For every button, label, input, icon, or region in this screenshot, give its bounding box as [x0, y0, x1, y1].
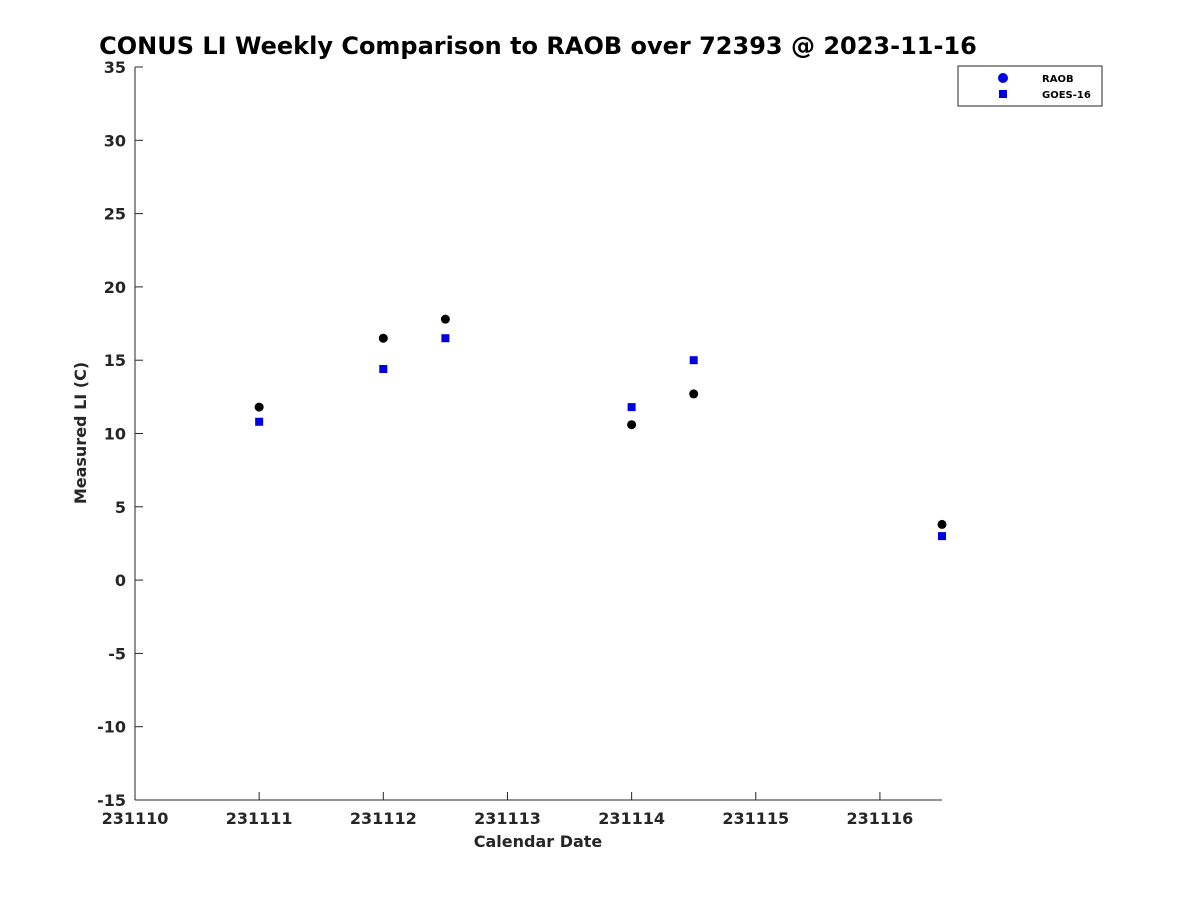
legend-label: GOES-16 [1042, 90, 1091, 101]
data-points [254, 314, 947, 541]
x-tick-label: 231112 [350, 809, 417, 828]
raob-point [378, 333, 388, 343]
x-tick-label: 231113 [474, 809, 541, 828]
y-tick-label: 10 [104, 425, 126, 444]
raob-point [689, 389, 699, 399]
raob-point [627, 420, 637, 430]
x-tick-label: 231114 [598, 809, 665, 828]
plot-axes [134, 67, 942, 801]
y-tick-label: 20 [104, 278, 126, 297]
goes-16-point [627, 403, 636, 412]
y-tick-label: 5 [115, 498, 126, 517]
raob-point [254, 402, 264, 412]
legend: RAOB GOES-16 [957, 65, 1103, 107]
y-tick-label: -5 [108, 644, 126, 663]
chart-title: CONUS LI Weekly Comparison to RAOB over … [99, 32, 977, 60]
legend-raob-marker [998, 73, 1008, 83]
legend-goes-16-marker [999, 90, 1007, 98]
goes-16-point [938, 532, 946, 541]
x-tick-label: 231116 [847, 809, 914, 828]
goes-16-point [379, 364, 388, 373]
legend-box [957, 65, 1103, 107]
goes-16-point [441, 334, 450, 343]
legend-label: RAOB [1042, 74, 1074, 85]
x-tick-label: 231115 [722, 809, 789, 828]
x-tick-label: 231110 [102, 809, 169, 828]
y-tick-label: -10 [97, 718, 126, 737]
y-axis-ticks: -15 -10 -5 0 5 10 15 20 25 30 35 [97, 58, 143, 810]
y-tick-label: 30 [104, 131, 126, 150]
y-tick-label: -15 [97, 791, 126, 810]
y-tick-label: 35 [104, 58, 126, 77]
x-tick-label: 231111 [226, 809, 293, 828]
raob-point [937, 519, 947, 529]
y-tick-label: 0 [115, 571, 126, 590]
y-axis-label: Measured LI (C) [71, 362, 90, 504]
raob-point [440, 314, 450, 324]
goes-16-point [689, 356, 698, 365]
x-axis-ticks: 231110 231111 231112 231113 231114 231115 2311… [102, 792, 914, 828]
y-tick-label: 25 [104, 205, 126, 224]
goes-16-point [255, 417, 264, 426]
x-axis-label: Calendar Date [474, 832, 603, 851]
y-tick-label: 15 [104, 351, 126, 370]
